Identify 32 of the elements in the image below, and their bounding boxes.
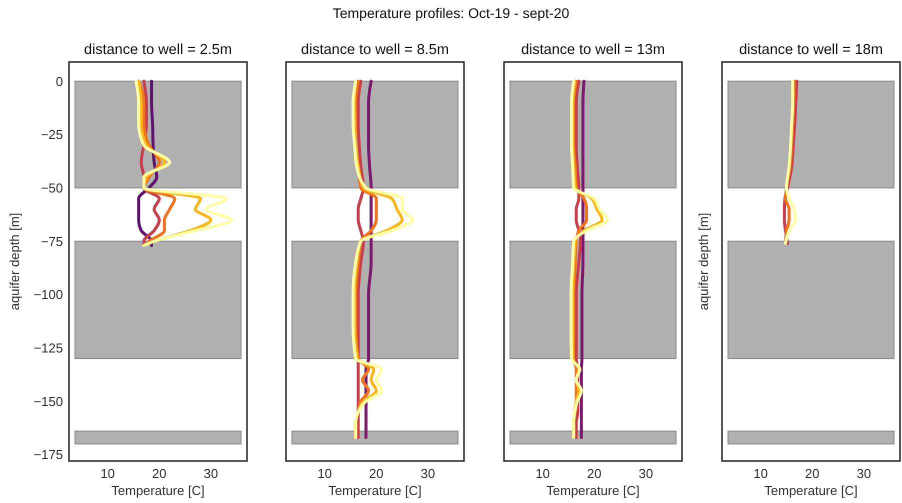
x-tick-label: 20 <box>369 466 384 481</box>
chart-title: distance to well = 8.5m <box>301 42 449 58</box>
line-series <box>134 80 234 247</box>
y-tick-label: −25 <box>40 127 63 142</box>
text: Temperature profiles: Oct-19 - sept-20 <box>332 5 570 21</box>
y-tick-label: −150 <box>34 394 63 409</box>
x-axis-title: Temperature [C] <box>764 483 858 498</box>
y-tick-label: −125 <box>34 340 63 356</box>
x-tick-label: 10 <box>535 466 550 481</box>
x-axis-title: Temperature [C] <box>546 483 640 498</box>
y-tick-label: −75 <box>40 234 63 249</box>
x-axis-title: Temperature [C] <box>111 483 205 498</box>
x-tick-label: 20 <box>805 466 820 481</box>
y-axis-title: aquifer depth [m] <box>7 212 22 310</box>
y-tick-label: −100 <box>34 287 63 302</box>
x-tick-label: 30 <box>204 466 218 481</box>
chart-title: distance to well = 2.5m <box>84 42 232 58</box>
x-tick-label: 10 <box>753 466 768 481</box>
x-tick-label: 20 <box>587 466 602 481</box>
x-tick-label: 30 <box>420 466 436 481</box>
x-tick-label: 20 <box>152 466 167 481</box>
y-axis-title: aquifer depth [m] <box>696 212 711 310</box>
chart-title: distance to well = 13m <box>521 42 665 58</box>
chart-title: distance to well = 18m <box>739 42 883 58</box>
x-tick-label: 10 <box>317 466 332 481</box>
x-tick-label: 30 <box>638 466 654 481</box>
y-tick-label: −175 <box>34 447 63 462</box>
y-tick-label: −50 <box>40 180 63 196</box>
x-tick-label: 30 <box>856 466 872 481</box>
x-axis-title: Temperature [C] <box>328 483 422 498</box>
y-tick-label: 0 <box>56 74 63 89</box>
x-tick-label: 10 <box>100 466 115 481</box>
